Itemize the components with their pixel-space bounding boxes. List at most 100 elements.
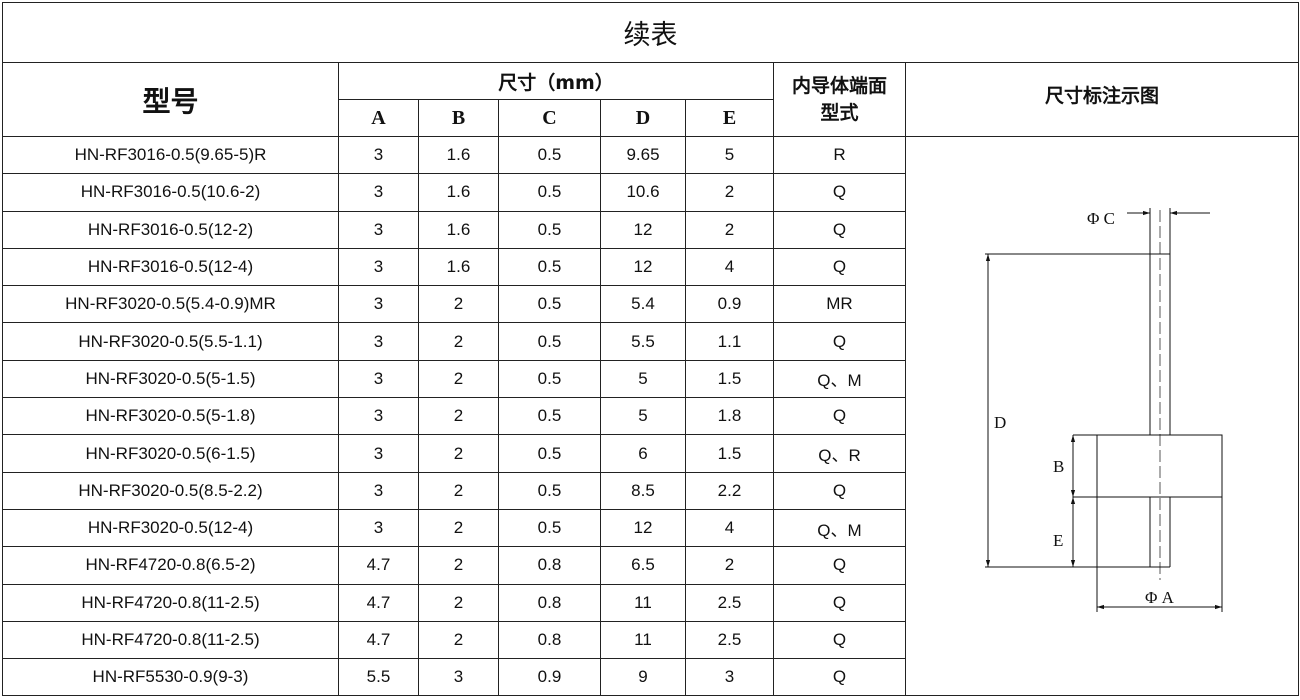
table-row: HN-RF3016-0.5(12-2) 3 1.6 0.5 12 2 Q — [2, 210, 1299, 249]
diagram-cell — [905, 135, 1299, 697]
cell-e: 4 — [685, 247, 774, 287]
table-row: HN-RF4720-0.8(6.5-2) 4.7 2 0.8 6.5 2 Q — [2, 546, 1299, 585]
cell-c: 0.9 — [498, 658, 601, 697]
header-diagram: 尺寸标注示图 — [905, 62, 1299, 137]
header-model: 型号 — [2, 62, 339, 137]
cell-a: 4.7 — [338, 546, 419, 585]
cell-a: 3 — [338, 285, 419, 324]
cell-model: HN-RF3020-0.5(5.5-1.1) — [2, 322, 339, 361]
cell-b: 2 — [418, 620, 499, 660]
table-title: 续表 — [2, 2, 1299, 63]
cell-a: 3 — [338, 508, 419, 548]
cell-b: 1.6 — [418, 210, 499, 249]
table-row: HN-RF3016-0.5(10.6-2) 3 1.6 0.5 10.6 2 Q — [2, 173, 1299, 212]
table-row: HN-RF3020-0.5(5.4-0.9)MR 3 2 0.5 5.4 0.9 MR — [2, 285, 1299, 324]
cell-a: 5.5 — [338, 658, 419, 697]
cell-b: 1.6 — [418, 173, 499, 212]
cell-model: HN-RF3020-0.5(12-4) — [2, 508, 339, 548]
cell-e: 2.5 — [685, 583, 774, 622]
cell-b: 2 — [418, 508, 499, 548]
cell-type: Q — [773, 247, 906, 287]
cell-a: 4.7 — [338, 620, 419, 660]
cell-type: Q — [773, 173, 906, 212]
cell-model: HN-RF4720-0.8(11-2.5) — [2, 620, 339, 660]
cell-d: 11 — [600, 620, 686, 660]
cell-c: 0.5 — [498, 471, 601, 510]
cell-d: 12 — [600, 508, 686, 548]
cell-model: HN-RF3016-0.5(12-4) — [2, 247, 339, 287]
cell-e: 1.5 — [685, 359, 774, 399]
cell-e: 4 — [685, 508, 774, 548]
cell-type: Q — [773, 546, 906, 585]
cell-b: 2 — [418, 359, 499, 399]
cell-d: 9 — [600, 658, 686, 697]
cell-e: 2 — [685, 546, 774, 585]
cell-d: 11 — [600, 583, 686, 622]
cell-a: 4.7 — [338, 583, 419, 622]
cell-a: 3 — [338, 359, 419, 399]
cell-type: Q — [773, 210, 906, 249]
cell-c: 0.5 — [498, 285, 601, 324]
cell-type: Q、M — [773, 359, 906, 399]
cell-c: 0.5 — [498, 359, 601, 399]
cell-a: 3 — [338, 322, 419, 361]
table-row: HN-RF3020-0.5(5.5-1.1) 3 2 0.5 5.5 1.1 Q — [2, 322, 1299, 361]
header-col-c: C — [498, 99, 601, 137]
cell-a: 3 — [338, 397, 419, 436]
table-row: HN-RF3020-0.5(12-4) 3 2 0.5 12 4 Q、M — [2, 508, 1299, 548]
cell-b: 1.6 — [418, 247, 499, 287]
cell-model: HN-RF3020-0.5(5-1.8) — [2, 397, 339, 436]
cell-d: 5 — [600, 359, 686, 399]
cell-type: Q — [773, 583, 906, 622]
cell-model: HN-RF3020-0.5(8.5-2.2) — [2, 471, 339, 510]
cell-c: 0.5 — [498, 173, 601, 212]
cell-c: 0.5 — [498, 322, 601, 361]
cell-d: 5.4 — [600, 285, 686, 324]
cell-d: 5.5 — [600, 322, 686, 361]
cell-d: 6.5 — [600, 546, 686, 585]
cell-c: 0.8 — [498, 583, 601, 622]
cell-b: 1.6 — [418, 135, 499, 175]
cell-b: 2 — [418, 285, 499, 324]
cell-e: 2.2 — [685, 471, 774, 510]
table-row: HN-RF4720-0.8(11-2.5) 4.7 2 0.8 11 2.5 Q — [2, 583, 1299, 622]
cell-b: 2 — [418, 434, 499, 473]
header-col-e: E — [685, 99, 774, 137]
cell-d: 8.5 — [600, 471, 686, 510]
cell-type: Q — [773, 658, 906, 697]
cell-model: HN-RF3016-0.5(12-2) — [2, 210, 339, 249]
cell-c: 0.5 — [498, 397, 601, 436]
cell-e: 1.5 — [685, 434, 774, 473]
cell-type: Q — [773, 471, 906, 510]
cell-a: 3 — [338, 173, 419, 212]
cell-model: HN-RF3020-0.5(5.4-0.9)MR — [2, 285, 339, 324]
header-col-a: A — [338, 99, 419, 137]
table-row: HN-RF3016-0.5(12-4) 3 1.6 0.5 12 4 Q — [2, 247, 1299, 287]
cell-d: 12 — [600, 247, 686, 287]
cell-type: Q — [773, 322, 906, 361]
table-row: HN-RF5530-0.9(9-3) 5.5 3 0.9 9 3 Q — [2, 658, 1299, 697]
cell-d: 5 — [600, 397, 686, 436]
cell-type: Q、M — [773, 508, 906, 548]
cell-d: 6 — [600, 434, 686, 473]
cell-d: 9.65 — [600, 135, 686, 175]
cell-a: 3 — [338, 434, 419, 473]
cell-e: 3 — [685, 658, 774, 697]
cell-model: HN-RF3020-0.5(6-1.5) — [2, 434, 339, 473]
cell-b: 2 — [418, 583, 499, 622]
cell-model: HN-RF3016-0.5(9.65-5)R — [2, 135, 339, 175]
cell-model: HN-RF4720-0.8(6.5-2) — [2, 546, 339, 585]
cell-a: 3 — [338, 135, 419, 175]
cell-e: 2 — [685, 210, 774, 249]
cell-e: 2 — [685, 173, 774, 212]
table-row: HN-RF3020-0.5(5-1.8) 3 2 0.5 5 1.8 Q — [2, 397, 1299, 436]
cell-e: 2.5 — [685, 620, 774, 660]
cell-type: Q — [773, 397, 906, 436]
cell-e: 1.8 — [685, 397, 774, 436]
cell-type: Q、R — [773, 434, 906, 473]
cell-a: 3 — [338, 210, 419, 249]
cell-b: 2 — [418, 546, 499, 585]
cell-c: 0.5 — [498, 210, 601, 249]
cell-c: 0.5 — [498, 434, 601, 473]
